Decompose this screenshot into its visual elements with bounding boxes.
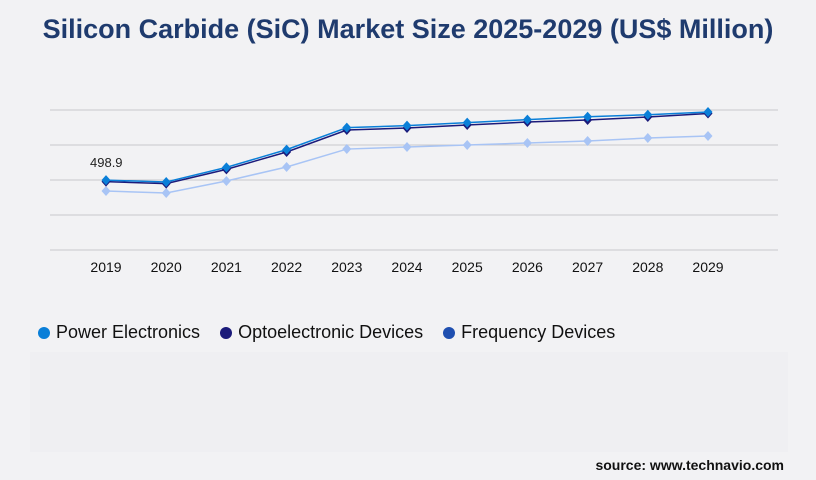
x-tick-label: 2022 [271, 259, 302, 275]
data-point [221, 175, 231, 186]
legend-item: Optoelectronic Devices [220, 322, 423, 343]
legend-label: Frequency Devices [461, 322, 616, 342]
data-point [522, 138, 532, 149]
data-point [101, 175, 111, 186]
legend-marker-icon [443, 326, 456, 339]
data-point [462, 117, 472, 128]
data-point [282, 144, 292, 155]
data-point [161, 176, 171, 187]
data-point [643, 109, 653, 120]
legend-label: Power Electronics [56, 322, 201, 342]
data-point [101, 186, 111, 197]
legend-item: Frequency Devices [443, 322, 615, 343]
legend-item: Power Electronics [38, 322, 200, 343]
data-point [402, 120, 412, 131]
data-point [402, 141, 412, 152]
x-tick-label: 2019 [90, 259, 121, 275]
legend-label: Optoelectronic Devices [238, 322, 424, 342]
legend-marker-icon [38, 326, 50, 339]
x-tick-label: 2021 [211, 259, 242, 275]
x-tick-label: 2025 [452, 259, 483, 275]
source-text: source: www.technavio.com [595, 457, 784, 473]
legend: Power Electronics Optoelectronic Devices F… [38, 322, 615, 343]
data-point [522, 114, 532, 125]
x-tick-label: 2026 [512, 259, 543, 275]
data-point [583, 135, 593, 146]
data-point [221, 162, 231, 173]
x-tick-label: 2023 [331, 259, 362, 275]
lower-panel [30, 352, 788, 452]
data-point [703, 106, 713, 117]
data-point [643, 133, 653, 143]
data-point [282, 161, 292, 172]
data-label: 498.9 [90, 155, 123, 170]
x-tick-label: 2027 [572, 259, 603, 275]
data-point [161, 188, 171, 199]
data-point [342, 144, 352, 155]
data-point [342, 122, 352, 133]
data-point [703, 131, 713, 142]
x-tick-label: 2024 [391, 259, 422, 275]
data-point [583, 111, 593, 122]
legend-marker-icon [220, 326, 233, 339]
x-tick-label: 2029 [692, 259, 723, 275]
data-point [462, 140, 472, 150]
x-tick-label: 2028 [632, 259, 663, 275]
chart-title: Silicon Carbide (SiC) Market Size 2025-2… [42, 14, 774, 44]
x-tick-label: 2020 [151, 259, 182, 275]
